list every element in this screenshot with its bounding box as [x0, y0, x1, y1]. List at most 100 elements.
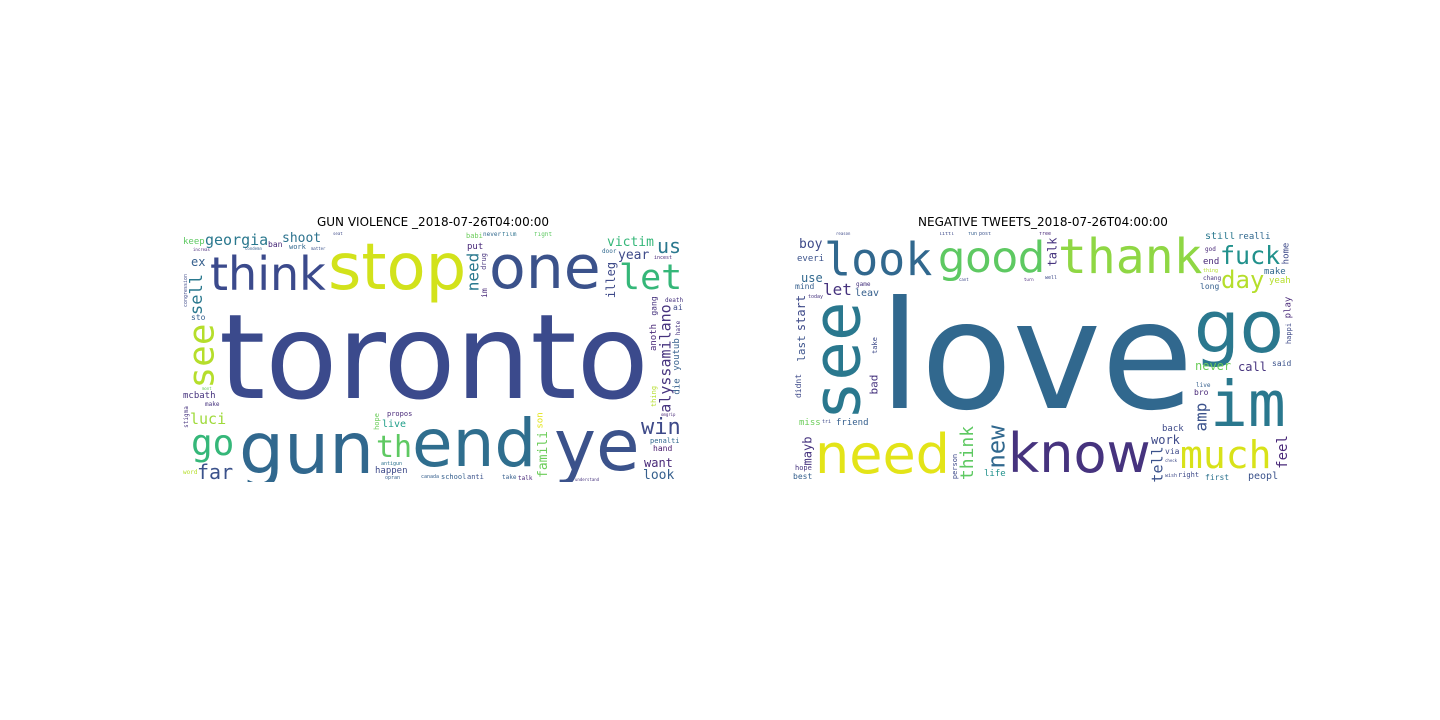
word-work: work	[1151, 433, 1180, 447]
word-happen: happen	[375, 466, 408, 476]
word-school: school	[441, 473, 467, 481]
word-first: first	[1205, 473, 1230, 482]
word-penalti: penalti	[650, 437, 680, 445]
word-good: good	[938, 233, 1046, 283]
word-everi: everi	[797, 254, 825, 264]
word-im: im	[479, 288, 489, 298]
word-thank: thank	[1058, 232, 1203, 285]
word-take: take	[502, 474, 517, 481]
word-talk: talk	[1045, 237, 1060, 267]
word-ex: ex	[191, 255, 206, 269]
word-didnt: didnt	[794, 373, 804, 399]
word-fuck: fuck	[1220, 241, 1281, 270]
word-new: new	[982, 425, 1011, 469]
word-post: post	[979, 232, 992, 237]
word-think: think	[956, 425, 978, 480]
word-littl: littl	[939, 232, 955, 237]
word-georgia: georgia	[205, 232, 269, 249]
word-day: day	[1221, 266, 1265, 294]
word-mayb: mayb	[800, 436, 815, 466]
word-condemn: condemn	[245, 246, 262, 251]
word-sto: sto	[191, 313, 206, 322]
word-stigma: stigma	[183, 406, 190, 428]
word-shoot: shoot	[282, 232, 322, 246]
word-thing: thing	[650, 385, 659, 408]
word-talk: talk	[518, 475, 533, 482]
word-make: make	[1264, 267, 1286, 277]
word-ye: ye	[554, 404, 640, 482]
word-feel: feel	[1274, 434, 1291, 469]
word-free: free	[1039, 232, 1052, 237]
word-go: go	[1194, 285, 1284, 369]
word-never: never	[483, 232, 502, 238]
word-youtub: youtub	[671, 338, 682, 371]
word-peopl: peopl	[1248, 471, 1279, 482]
word-omgrip: omgrip	[661, 412, 676, 417]
word-check: check	[1165, 458, 1178, 463]
word-best: best	[793, 472, 813, 481]
word-far: far	[197, 460, 234, 482]
word-happi: happi	[1285, 322, 1293, 345]
word-know: know	[1008, 422, 1151, 482]
word-die: die	[672, 377, 683, 395]
word-increas: increas	[193, 247, 210, 252]
word-victim: victim	[607, 235, 654, 250]
word-leav: leav	[855, 288, 880, 299]
word-life: life	[984, 469, 1006, 479]
word-via: via	[1165, 447, 1180, 456]
word-work: work	[289, 243, 306, 251]
word-game: game	[856, 281, 871, 288]
word-right: right	[1178, 471, 1200, 479]
word-one: one	[489, 233, 601, 303]
word-live: live	[1196, 382, 1211, 389]
word-today: today	[808, 294, 824, 300]
word-mcbath: mcbath	[183, 391, 216, 401]
word-hope: hope	[795, 464, 812, 472]
chart-title: NEGATIVE TWEETS_2018-07-26T04:00:00	[918, 215, 1168, 229]
word-opran: opran	[385, 475, 401, 481]
word-ai: ai	[673, 303, 683, 312]
word-door: door	[602, 248, 617, 255]
word-fun: fun	[968, 232, 978, 237]
word-ban: ban	[268, 240, 283, 249]
word-look: look	[643, 468, 675, 482]
word-mind: mind	[795, 282, 815, 291]
word-hope: hope	[372, 413, 381, 430]
word-fight: fight	[534, 232, 553, 238]
word-word: word	[183, 469, 198, 476]
word-back: back	[1162, 424, 1184, 434]
word-propos: propos	[387, 410, 413, 418]
wordcloud-canvas: love go know need good thank see im much look fuck…	[793, 232, 1293, 482]
word-tri: tri	[822, 419, 832, 425]
word-play: play	[1282, 296, 1293, 318]
word-wish: wish	[1165, 473, 1178, 479]
word-friend: friend	[836, 418, 869, 428]
word-last: last	[794, 334, 808, 362]
word-win: win	[641, 415, 681, 440]
word-hate: hate	[675, 320, 683, 336]
word-mont: mont	[202, 386, 212, 391]
word-anti: anti	[467, 473, 484, 481]
word-end: end	[412, 405, 537, 482]
word-drug: drug	[479, 253, 488, 270]
word-go: go	[191, 423, 235, 464]
word-stop: stop	[328, 232, 467, 305]
word-sell: sell	[186, 273, 207, 315]
word-babi: babi	[466, 232, 483, 240]
word-hand: hand	[653, 444, 673, 453]
word-need: need	[815, 423, 950, 482]
word-chang: chang	[1203, 275, 1222, 282]
word-never: never	[1195, 359, 1232, 373]
word-illeg: illeg	[603, 261, 618, 298]
word-seat: seat	[333, 232, 343, 236]
word-bad: bad	[867, 374, 881, 395]
word-miss: miss	[799, 418, 821, 428]
word-realli: realli	[1238, 232, 1271, 242]
word-take: take	[870, 337, 879, 354]
word-much: much	[1180, 433, 1272, 477]
word-son: son	[535, 411, 546, 429]
word-start: start	[793, 294, 808, 331]
word-still: still	[1205, 232, 1236, 242]
chart-title: GUN VIOLENCE _2018-07-26T04:00:00	[316, 215, 550, 229]
word-person: person	[951, 453, 960, 480]
